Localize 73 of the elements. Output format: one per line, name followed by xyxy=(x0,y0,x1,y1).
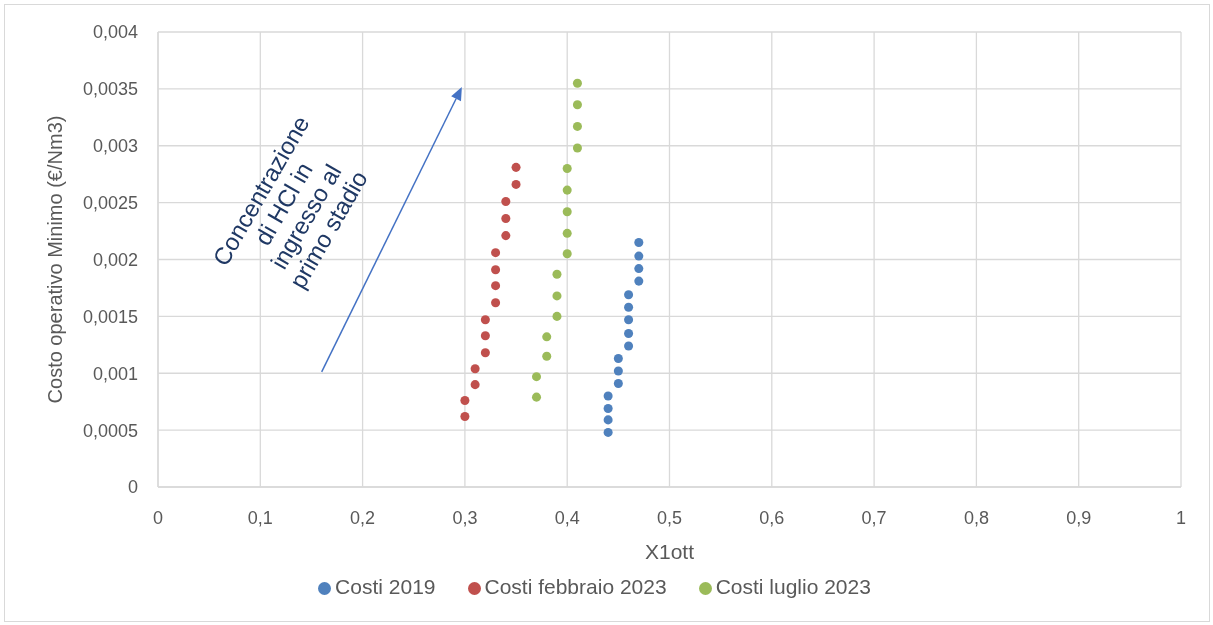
point xyxy=(542,332,552,342)
y-tick-label: 0,0005 xyxy=(82,420,138,441)
point xyxy=(491,298,501,308)
point xyxy=(491,265,501,275)
x-tick-label: 0 xyxy=(152,507,164,528)
point xyxy=(562,163,572,174)
x-tick-label: 0,7 xyxy=(861,507,887,528)
point xyxy=(634,251,644,261)
point xyxy=(624,328,634,338)
point xyxy=(552,311,562,321)
point xyxy=(603,415,613,425)
y-tick-label: 0,0015 xyxy=(82,306,138,327)
point xyxy=(603,404,613,414)
x-tick-label: 0,4 xyxy=(554,507,580,528)
y-tick-label: 0,004 xyxy=(92,22,138,43)
point xyxy=(624,315,634,325)
point xyxy=(572,143,582,153)
x-tick-label: 0,9 xyxy=(1066,507,1092,528)
point xyxy=(491,281,501,291)
point xyxy=(532,392,542,402)
point xyxy=(613,366,623,376)
point xyxy=(511,179,521,189)
y-axis-title: Costo operativo Minimo (€/Nm3) xyxy=(44,115,66,404)
point xyxy=(501,231,511,241)
point xyxy=(480,315,490,325)
point xyxy=(603,391,613,401)
point xyxy=(501,214,511,224)
point xyxy=(562,185,572,195)
point xyxy=(470,380,480,390)
x-tick-label: 0,6 xyxy=(759,507,785,528)
point xyxy=(603,427,613,437)
x-tick-label: 0,1 xyxy=(247,507,273,528)
y-tick-label: 0,0025 xyxy=(82,193,138,214)
point xyxy=(572,78,582,88)
point xyxy=(532,372,542,382)
point xyxy=(460,411,470,421)
x-axis-title: X1ott xyxy=(644,540,695,563)
point xyxy=(480,348,490,358)
point xyxy=(624,341,634,351)
y-tick-label: 0,002 xyxy=(92,249,138,270)
point xyxy=(634,264,644,274)
point xyxy=(552,269,562,279)
x-tick-label: 0,2 xyxy=(350,507,376,528)
point xyxy=(480,331,490,341)
y-tick-label: 0,0035 xyxy=(82,79,138,100)
point xyxy=(572,121,582,131)
point xyxy=(562,228,572,238)
y-tick-label: 0 xyxy=(127,477,138,498)
point xyxy=(624,302,634,312)
y-tick-label: 0,001 xyxy=(92,363,138,384)
point xyxy=(511,162,521,172)
x-tick-label: 1 xyxy=(1175,507,1187,528)
y-tick-label: 0,003 xyxy=(92,136,138,157)
point xyxy=(470,364,480,374)
point xyxy=(501,196,511,206)
point xyxy=(613,353,623,363)
x-tick-label: 0,3 xyxy=(452,507,478,528)
point xyxy=(460,396,470,406)
point xyxy=(491,248,501,258)
x-tick-label: 0,8 xyxy=(963,507,989,528)
legend-label: Costi luglio 2023 xyxy=(715,575,871,598)
point xyxy=(552,291,562,301)
point xyxy=(562,207,572,217)
point xyxy=(562,249,572,259)
point xyxy=(613,378,623,388)
legend-label: Costi 2019 xyxy=(335,575,436,598)
point xyxy=(634,276,644,286)
point xyxy=(572,100,582,110)
point xyxy=(634,237,644,247)
x-tick-label: 0,5 xyxy=(656,507,683,528)
legend-label: Costi febbraio 2023 xyxy=(484,575,667,598)
point xyxy=(624,290,634,300)
point xyxy=(542,351,552,361)
